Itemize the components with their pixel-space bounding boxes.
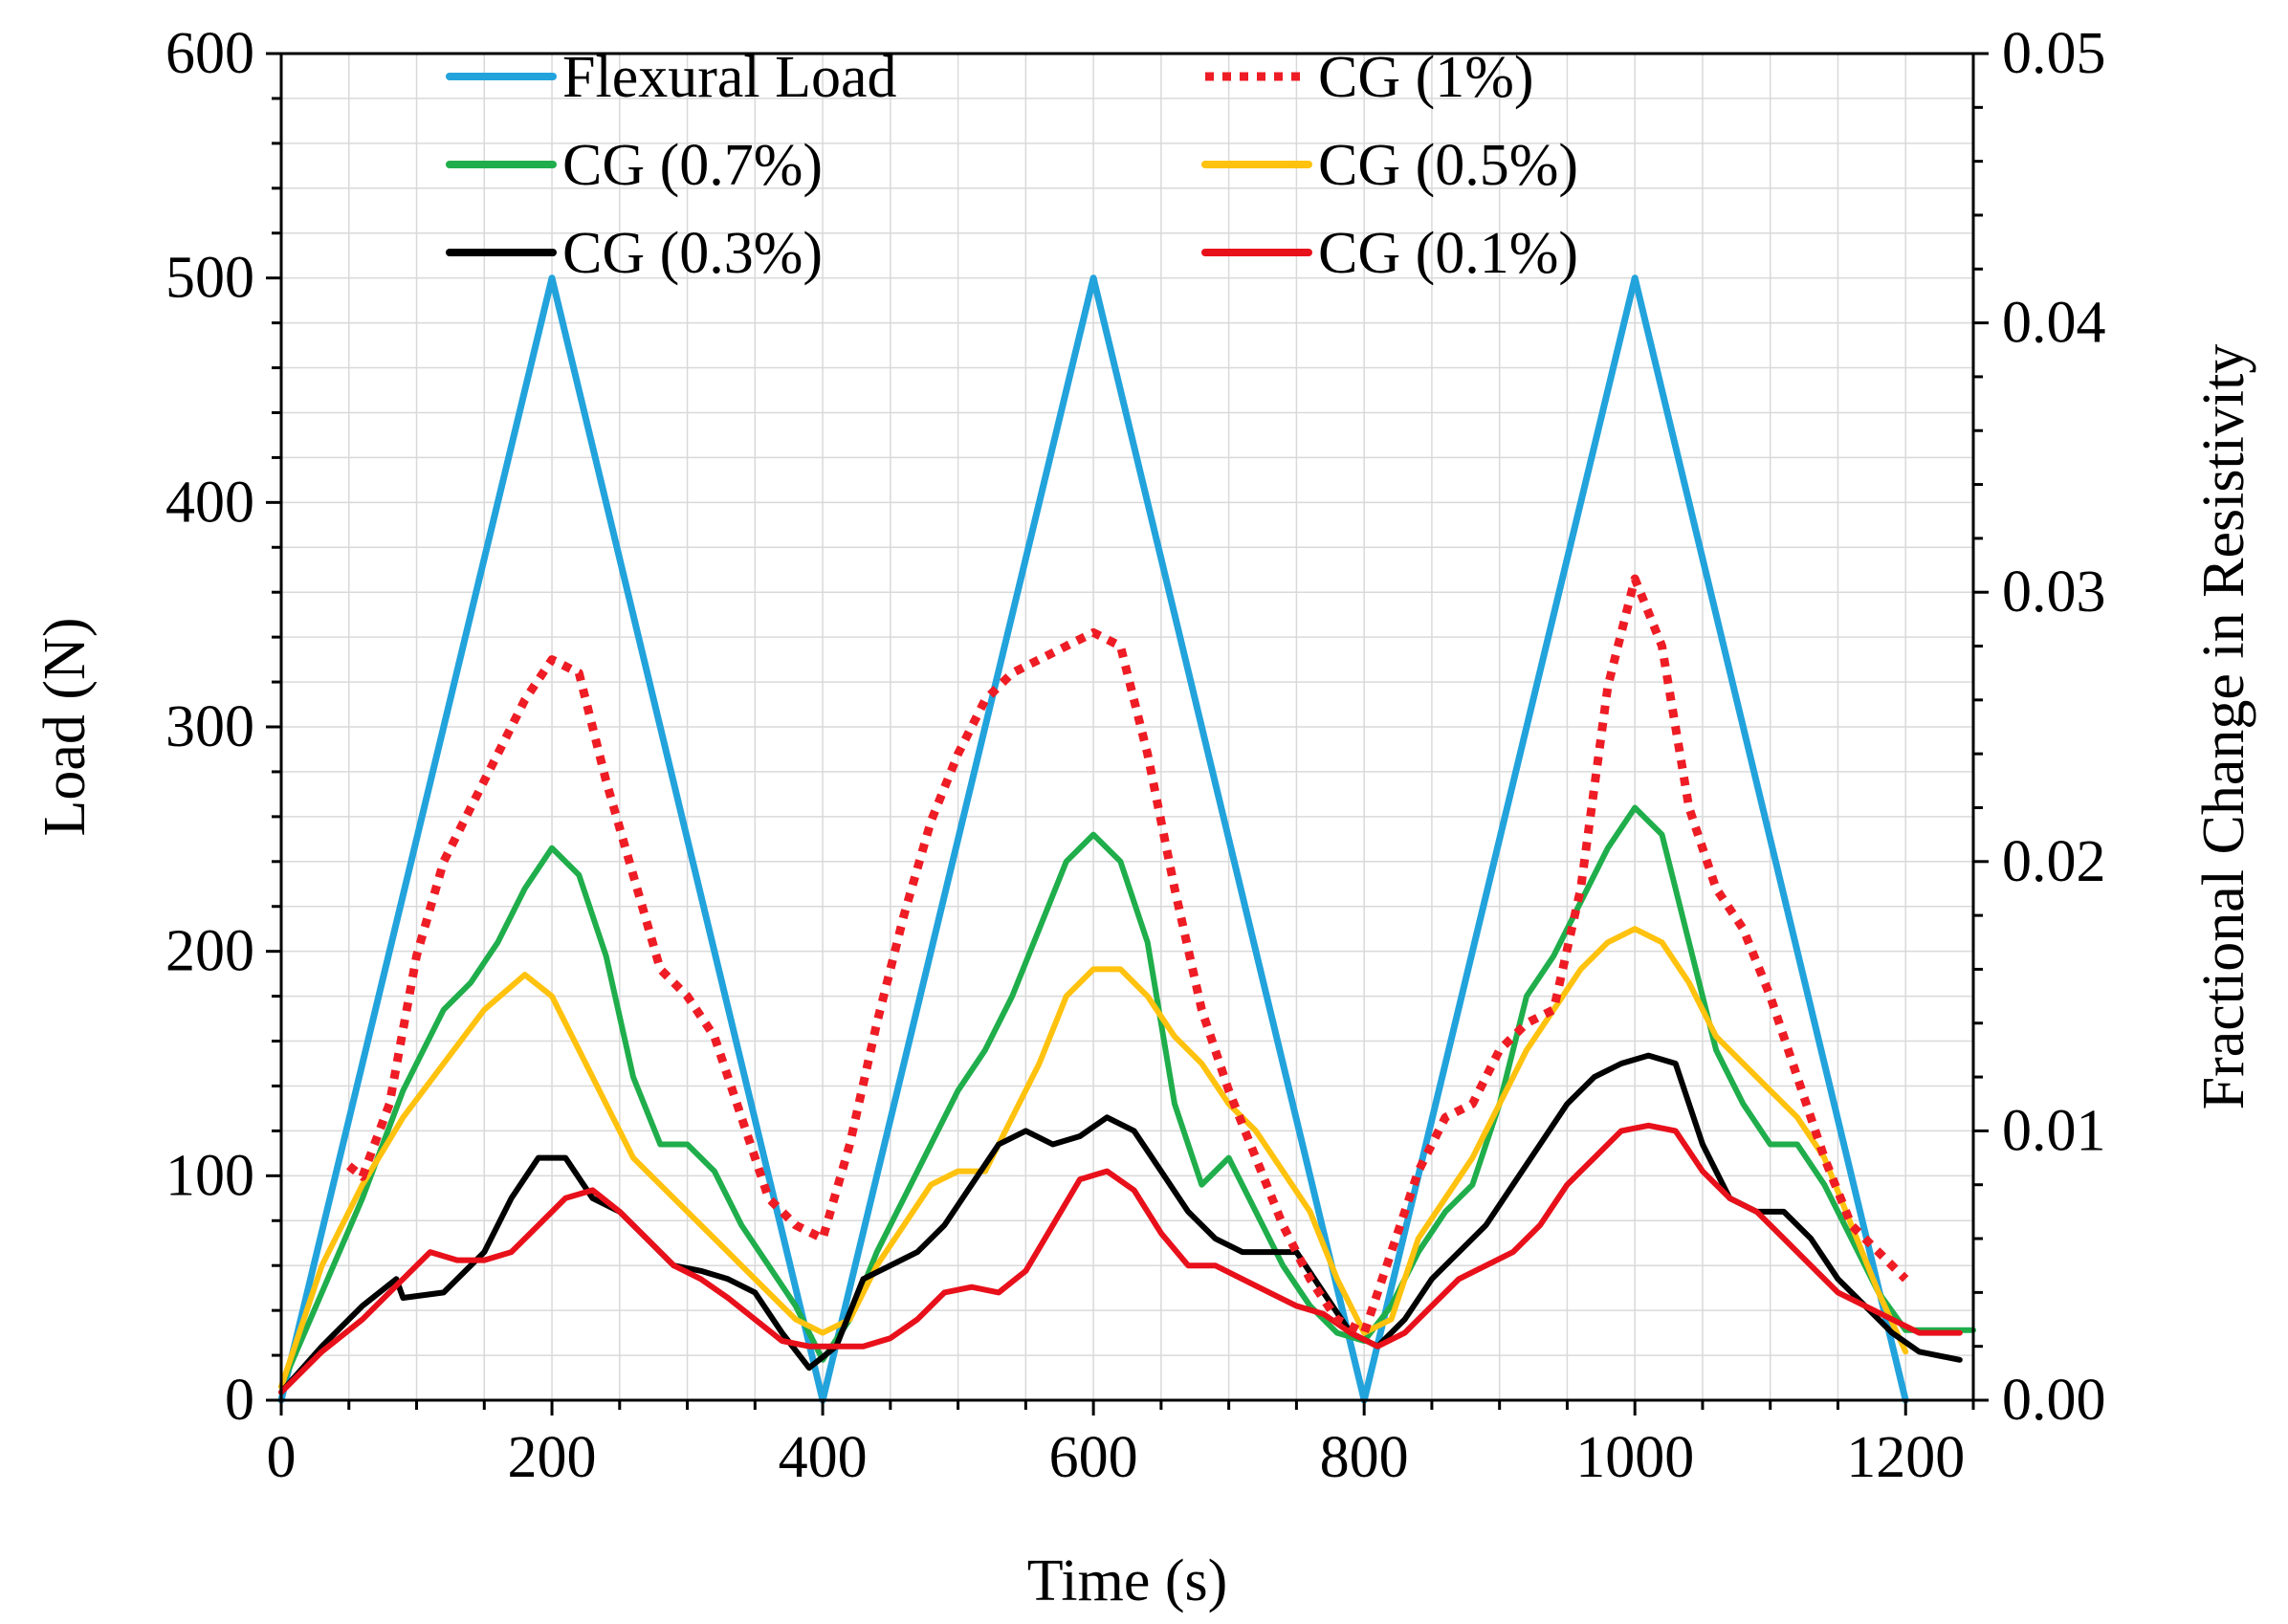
legend-label-cg-0-1: CG (0.1%) (1318, 221, 1578, 286)
series-line-cg-0-1 (278, 1122, 1963, 1395)
series-line-cg-0-3 (278, 1052, 1963, 1395)
x-tick-label: 800 (1320, 1425, 1409, 1490)
x-tick-label: 200 (508, 1425, 597, 1490)
legend-label-cg-0-5: CG (0.5%) (1318, 133, 1578, 198)
right-axis-tick-labels: 0.00 0.01 0.02 0.03 0.04 0.05 (2002, 21, 2106, 1433)
axis-ticks (266, 52, 1989, 1416)
legend-label-cg-1: CG (1%) (1318, 45, 1534, 110)
series-line-flexural-load (277, 274, 1909, 1404)
series-layer (277, 274, 1976, 1404)
left-tick-label: 0 (225, 1368, 254, 1433)
right-tick-label: 0.01 (2002, 1098, 2106, 1163)
left-tick-label: 300 (165, 694, 254, 759)
legend: Flexural Load CG (1%) CG (0.7%) CG (0.5%) CG… (446, 45, 1578, 286)
x-axis-tick-labels: 0 200 400 600 800 1000 1200 (267, 1425, 1966, 1490)
x-tick-label: 1200 (1846, 1425, 1965, 1490)
x-tick-label: 600 (1049, 1425, 1138, 1490)
series-line-cg-0-5 (278, 926, 1909, 1390)
right-tick-label: 0.05 (2002, 21, 2106, 86)
x-tick-label: 1000 (1575, 1425, 1694, 1490)
x-tick-label: 0 (267, 1425, 297, 1490)
left-tick-label: 600 (165, 21, 254, 86)
series-line-cg-0-7 (278, 804, 1976, 1390)
legend-label-cg-0-3: CG (0.3%) (562, 221, 823, 286)
right-tick-label: 0.03 (2002, 560, 2106, 625)
left-axis-tick-labels: 0 100 200 300 400 500 600 (165, 21, 254, 1433)
series-line-cg-1 (345, 574, 1909, 1338)
x-tick-label: 400 (779, 1425, 868, 1490)
right-tick-label: 0.04 (2002, 291, 2106, 356)
left-tick-label: 500 (165, 246, 254, 311)
left-tick-label: 200 (165, 919, 254, 984)
legend-label-flexural-load: Flexural Load (562, 45, 897, 110)
left-axis-title: Load (N) (33, 618, 98, 837)
legend-label-cg-0-7: CG (0.7%) (562, 133, 823, 198)
right-tick-label: 0.00 (2002, 1368, 2106, 1433)
left-tick-label: 400 (165, 470, 254, 535)
right-tick-label: 0.02 (2002, 829, 2106, 894)
right-axis-title: Fractional Change in Resistivity (2191, 344, 2256, 1110)
left-tick-label: 100 (165, 1143, 254, 1208)
x-axis-title: Time (s) (1027, 1548, 1228, 1613)
